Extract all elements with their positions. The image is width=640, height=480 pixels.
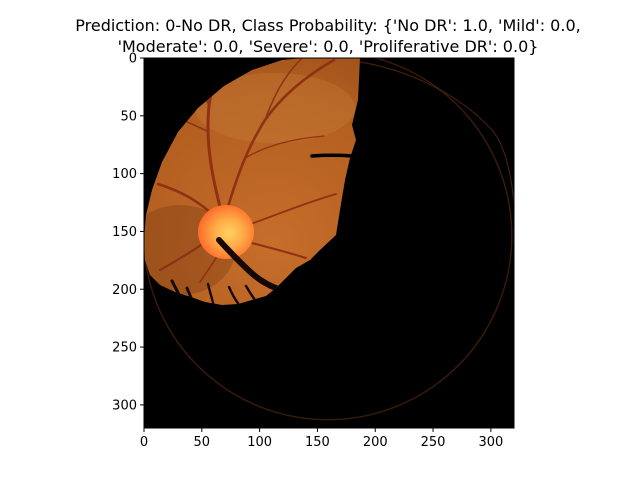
x-axis-ticks: 0 50 100 150 200 250 300 [140, 428, 503, 450]
x-tick-label: 0 [140, 435, 148, 450]
x-tick-label: 300 [478, 435, 503, 450]
x-tick-label: 250 [421, 435, 446, 450]
optic-disc [198, 205, 254, 259]
fundus-image [144, 58, 514, 428]
x-tick-label: 150 [305, 435, 330, 450]
y-axis-ticks: 0 50 100 150 200 250 300 [112, 52, 144, 413]
x-tick-label: 200 [363, 435, 388, 450]
y-tick-label: 100 [112, 167, 137, 182]
y-tick-label: 250 [112, 341, 137, 356]
y-tick-label: 300 [112, 398, 137, 413]
y-tick-label: 50 [120, 109, 137, 124]
y-tick-label: 0 [129, 52, 137, 67]
plot-frame [143, 57, 515, 429]
y-tick-label: 200 [112, 283, 137, 298]
y-tick-label: 150 [112, 225, 137, 240]
x-tick-label: 50 [194, 435, 211, 450]
x-tick-label: 100 [247, 435, 272, 450]
plot-title-line-1: Prediction: 0-No DR, Class Probability: … [75, 16, 581, 35]
plot-title-line-2: 'Moderate': 0.0, 'Severe': 0.0, 'Prolife… [117, 37, 539, 56]
